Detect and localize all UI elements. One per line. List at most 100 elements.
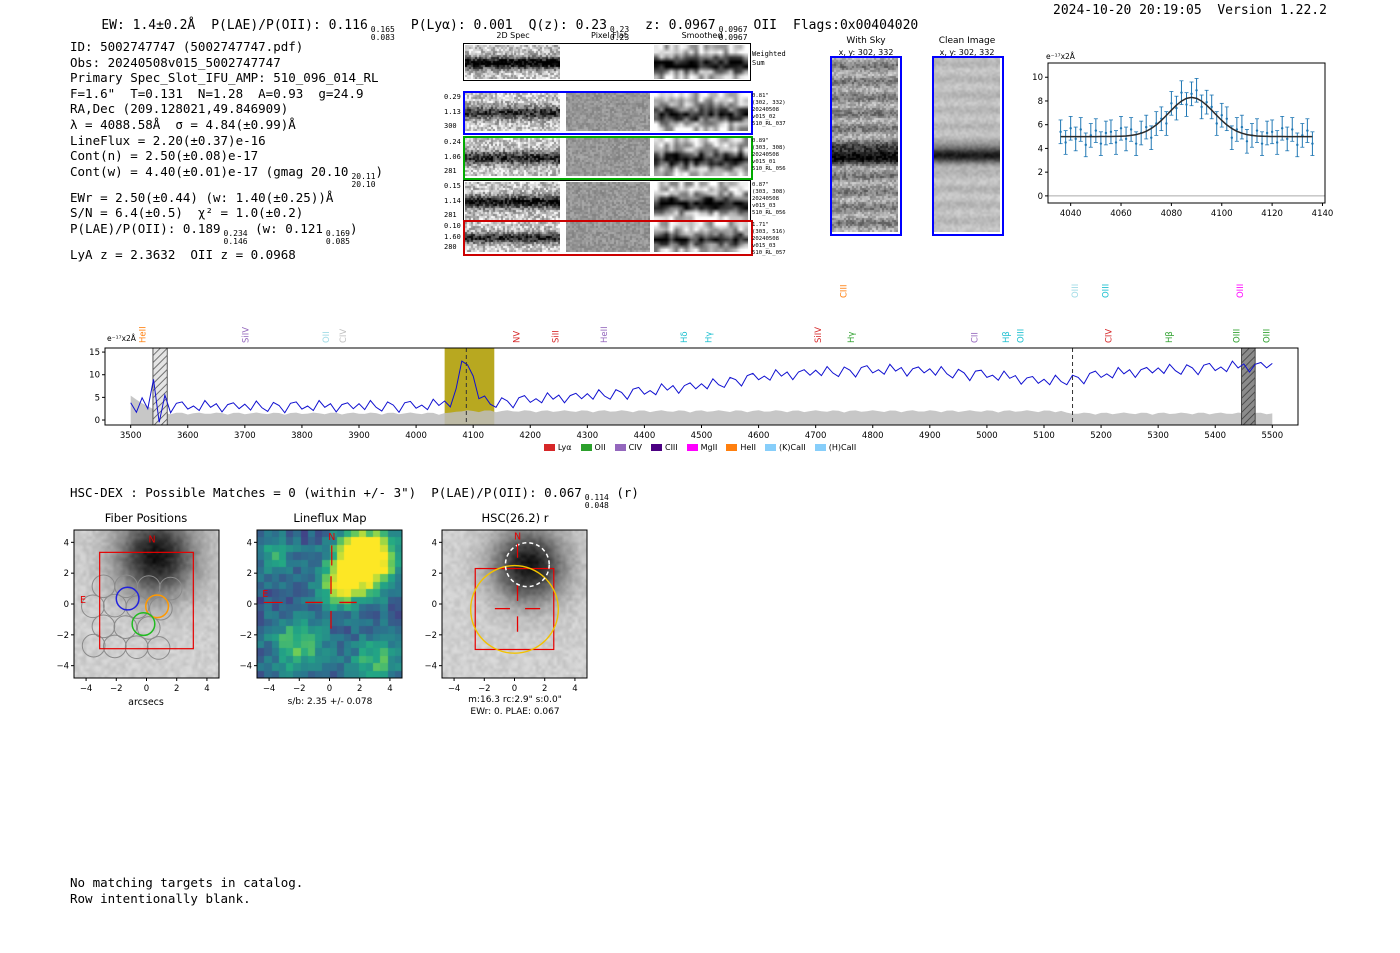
info-ewr: EWr = 2.50(±0.44) (w: 1.40(±0.25))Å	[70, 189, 334, 205]
svg-text:4120: 4120	[1261, 209, 1283, 219]
legend-item-CIII: CIII	[650, 443, 678, 452]
legend-swatch	[580, 444, 592, 451]
cutout-col-2dspec: 2D Spec	[496, 31, 530, 40]
svg-text:6: 6	[1038, 121, 1043, 131]
svg-text:4140: 4140	[1312, 209, 1334, 219]
hscdex-end: (r)	[608, 485, 639, 500]
svg-text:−4: −4	[80, 684, 93, 694]
svg-text:OIII: OIII	[1071, 284, 1081, 298]
svg-text:e⁻¹⁷x2Å: e⁻¹⁷x2Å	[1046, 52, 1076, 61]
svg-text:5400: 5400	[1204, 431, 1226, 441]
svg-text:2: 2	[64, 569, 69, 579]
cutout-2dspec-row4	[465, 222, 560, 252]
header-z-label: z: 0.0967	[645, 18, 716, 33]
legend-item-MgII: MgII	[686, 443, 718, 452]
svg-text:4: 4	[387, 684, 392, 694]
svg-text:N: N	[149, 534, 156, 545]
svg-text:5000: 5000	[976, 431, 998, 441]
svg-text:Hβ: Hβ	[1002, 331, 1012, 343]
hscdex-line: HSC-DEX : Possible Matches = 0 (within +…	[70, 485, 639, 511]
svg-text:−4: −4	[263, 684, 276, 694]
header-qz-stack: 0.23 0.23	[609, 25, 630, 43]
header-flags: Flags:0x00404020	[793, 18, 919, 33]
info-block: ID: 5002747747 (5002747747.pdf) Obs: 202…	[70, 39, 383, 262]
cutout-smoothed-row0	[654, 45, 748, 79]
legend-label: Lyα	[557, 443, 572, 452]
header-qz-sub: 0.23	[609, 33, 630, 43]
svg-text:SiIV: SiIV	[241, 327, 251, 343]
svg-text:4: 4	[204, 684, 209, 694]
info-sn: S/N = 6.4(±0.5) χ² = 1.0(±0.2)	[70, 205, 304, 221]
info-lineflux: LineFlux = 2.20(±0.37)e-16	[70, 132, 266, 148]
info-obs: Obs: 20240508v015_5002747747	[70, 54, 281, 70]
cutout-right-labels-row1: 0.81" (302, 332) 20240508 v015_02 510_RL_037	[752, 93, 786, 127]
svg-text:5500: 5500	[1261, 431, 1283, 441]
lineflux-caption: s/b: 2.35 +/- 0.078	[287, 697, 373, 707]
cutout-right-labels-row2: 0.89" (303, 308) 20240508 v015_01 510_RL_056	[752, 138, 786, 172]
legend-item-(H)CaII: (H)CaII	[814, 443, 856, 452]
legend-swatch	[686, 444, 698, 451]
svg-text:4040: 4040	[1060, 209, 1082, 219]
cutout-smoothed-row3	[654, 182, 748, 220]
svg-text:OIII: OIII	[1232, 329, 1242, 343]
svg-text:N: N	[514, 531, 521, 542]
svg-text:2: 2	[174, 684, 179, 694]
svg-text:0: 0	[432, 600, 437, 610]
cutout-left-labels-row4: 0.10 1.60 280	[444, 222, 461, 251]
header-timestamp: 2024-10-20 20:19:05 Version 1.22.2	[1053, 3, 1327, 18]
svg-text:2: 2	[247, 569, 252, 579]
svg-text:HeII: HeII	[600, 326, 610, 343]
svg-text:0: 0	[512, 684, 517, 694]
svg-text:4060: 4060	[1110, 209, 1132, 219]
svg-text:4300: 4300	[577, 431, 599, 441]
svg-text:0: 0	[95, 416, 100, 426]
lineflux-map-plot: N E −4 −4 −2 −2 0 0 2 2 4 4	[239, 529, 403, 694]
svg-text:5200: 5200	[1090, 431, 1112, 441]
info-cont-w-main: Cont(w) = 4.40(±0.01)e-17 (gmag 20.10	[70, 163, 349, 179]
svg-text:Hδ: Hδ	[680, 331, 690, 343]
clean-title: Clean Image	[938, 36, 996, 46]
legend-label: MgII	[700, 443, 718, 452]
svg-text:OIII: OIII	[1102, 284, 1112, 298]
weighted-sum-label: Weighted Sum	[752, 50, 786, 67]
lineflux-map-title: Lineflux Map	[293, 511, 367, 525]
cutout-left-labels-row3: 0.15 1.14 281	[444, 182, 461, 219]
legend-swatch	[543, 444, 555, 451]
cutout-pixelflat-row4	[566, 222, 650, 252]
svg-text:4500: 4500	[691, 431, 713, 441]
svg-text:2: 2	[542, 684, 547, 694]
svg-text:4100: 4100	[1211, 209, 1233, 219]
svg-text:−2: −2	[110, 684, 123, 694]
svg-text:0: 0	[327, 684, 332, 694]
cutout-right-labels-row4: 1.71" (303, 516) 20240508 v015_03 510_RL_057	[752, 222, 786, 256]
full-spectrum-chart: 3500 3600 3700 3800 3900 4000 4100 4200 4300 4400…	[89, 284, 1299, 441]
svg-text:CII: CII	[970, 332, 980, 343]
svg-text:4080: 4080	[1161, 209, 1183, 219]
cutout-right-labels-row3: 0.87" (303, 308) 20240508 v015_03 510_RL_056	[752, 182, 786, 216]
svg-text:4100: 4100	[462, 431, 484, 441]
cutout-smoothed-row1	[654, 93, 748, 131]
svg-text:SiIV: SiIV	[814, 327, 824, 343]
svg-text:3500: 3500	[120, 431, 142, 441]
svg-text:3800: 3800	[291, 431, 313, 441]
svg-text:5100: 5100	[1033, 431, 1055, 441]
fiber-positions-plot: N E −4 −4 −2 −2 0 0 2 2 4 4	[56, 529, 220, 694]
svg-text:e⁻¹⁷x2Å: e⁻¹⁷x2Å	[107, 334, 137, 343]
info-cont-w-stack: 20.11 20.10	[351, 171, 376, 190]
svg-text:4: 4	[64, 538, 69, 548]
info-plae-main: P(LAE)/P(OII): 0.189	[70, 220, 221, 236]
cutout-col-smoothed: Smoothed	[681, 31, 723, 40]
svg-text:4800: 4800	[862, 431, 884, 441]
svg-text:4000: 4000	[405, 431, 427, 441]
fiber-positions-title: Fiber Positions	[104, 511, 188, 525]
hsc-caption-1: m:16.3 rc:2.9" s:0.0"	[468, 695, 562, 705]
svg-text:4900: 4900	[919, 431, 941, 441]
svg-text:NV: NV	[513, 331, 523, 343]
svg-text:OII: OII	[322, 331, 332, 343]
hsc-caption-2: EWr: 0. PLAE: 0.067	[470, 707, 560, 717]
header-row: EW: 1.4±0.2Å P(LAE)/P(OII): 0.116 0.165 0.0…	[70, 3, 918, 58]
cutout-left-labels-row2: 0.24 1.06 281	[444, 138, 461, 175]
svg-text:−4: −4	[239, 662, 252, 672]
svg-text:CIII: CIII	[840, 285, 850, 298]
